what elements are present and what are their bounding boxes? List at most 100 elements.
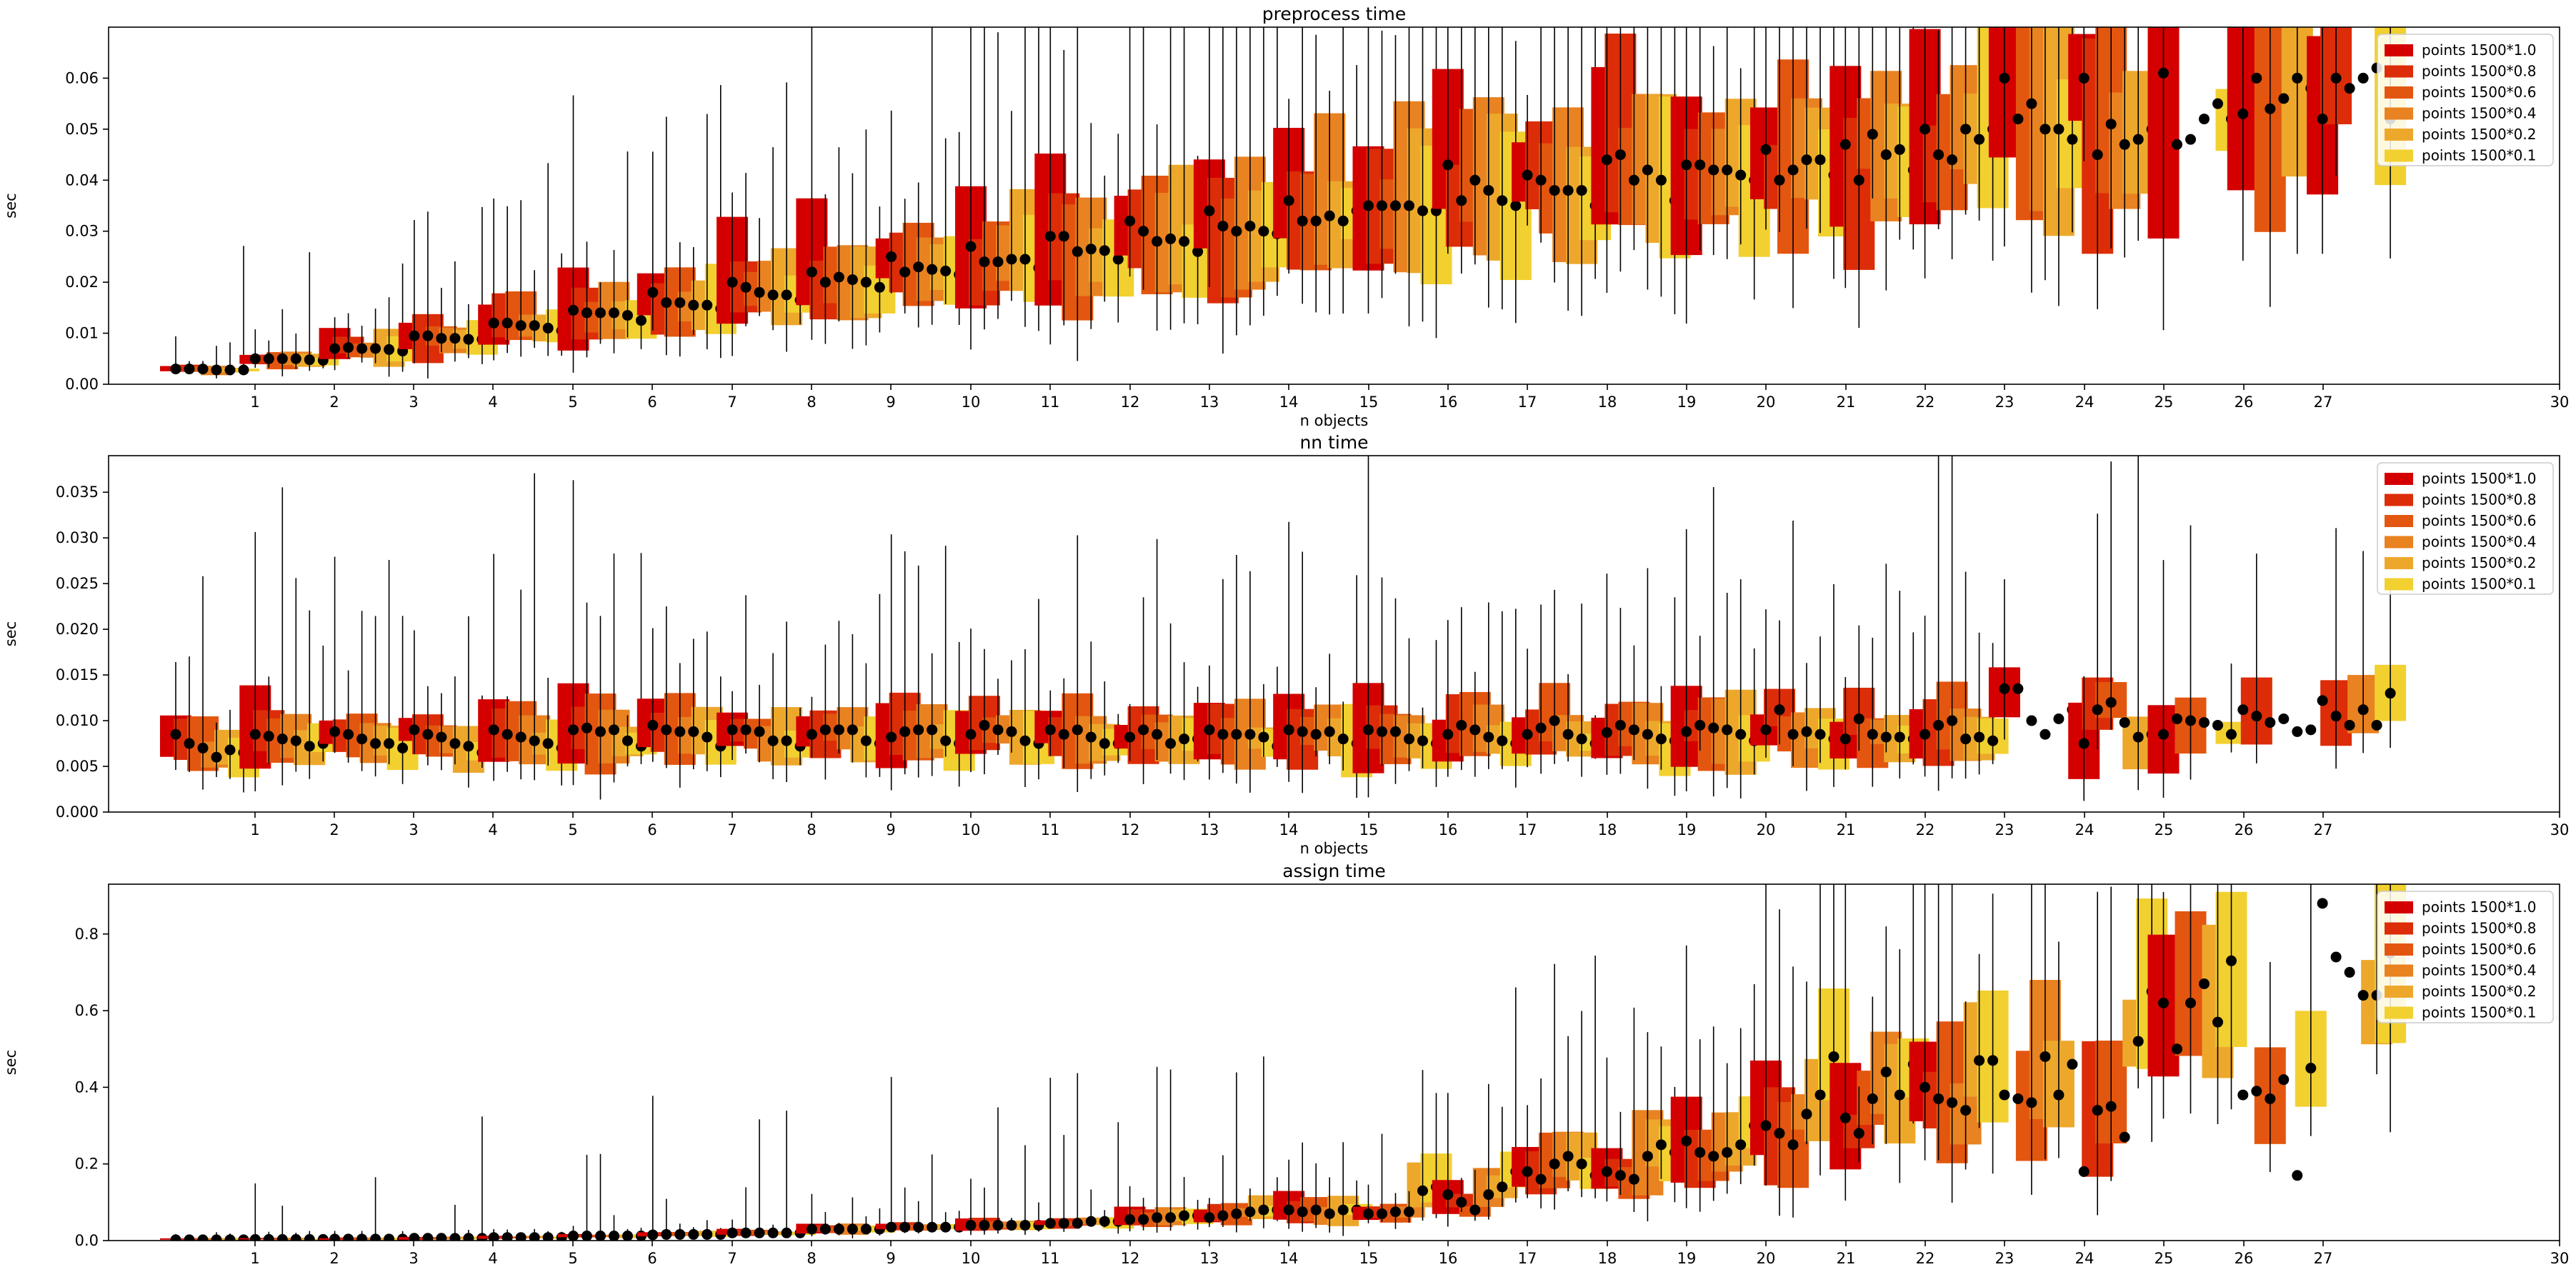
x-tick-label: 14 (1279, 821, 1299, 838)
x-tick-label: 27 (2314, 394, 2333, 411)
x-tick-label: 7 (727, 394, 737, 411)
legend-label: points 1500*0.8 (2422, 63, 2537, 80)
legend-swatch (2385, 86, 2413, 99)
legend: points 1500*1.0 points 1500*0.8 points 150… (2377, 462, 2554, 595)
median-dot (329, 343, 341, 354)
median-dot (1601, 727, 1612, 738)
median-dot (197, 1234, 209, 1241)
legend-swatch (2385, 494, 2413, 506)
median-dot (1522, 1166, 1533, 1177)
median-dot (1165, 1212, 1177, 1223)
median-dot (1601, 1166, 1612, 1177)
median-dot (754, 1227, 765, 1238)
median-dot (1960, 1105, 1972, 1116)
median-dot (1960, 733, 1972, 745)
median-dot (1999, 72, 2010, 84)
median-dot (488, 1232, 499, 1241)
median-dot (356, 733, 368, 745)
median-dot (1735, 169, 1747, 181)
median-dot (636, 315, 647, 326)
median-dot (2040, 124, 2051, 135)
x-tick-label: 14 (1279, 394, 1299, 411)
legend-label: points 1500*0.6 (2422, 84, 2537, 101)
median-dot (2158, 997, 2169, 1008)
median-dot (702, 1228, 713, 1240)
median-dot (2344, 719, 2355, 731)
x-tick-label: 23 (1995, 1250, 2015, 1267)
median-dot (1085, 244, 1097, 255)
median-dot (1974, 731, 1985, 743)
median-dot (781, 735, 792, 746)
median-dot (1522, 169, 1533, 181)
median-dot (409, 330, 420, 341)
median-dot (304, 354, 315, 366)
x-tick-label: 7 (727, 821, 737, 838)
median-dot (1694, 719, 1706, 731)
median-dot (2330, 72, 2342, 84)
median-dot (2212, 1016, 2223, 1028)
x-tick-label: 6 (647, 821, 657, 838)
median-dot (899, 1221, 911, 1233)
median-dot (2265, 103, 2276, 114)
median-dot (860, 1223, 872, 1235)
median-dot (2053, 713, 2065, 724)
median-dot (992, 256, 1004, 268)
legend-swatch (2385, 149, 2413, 162)
median-dot (1549, 715, 1560, 726)
x-tick-label: 12 (1121, 1250, 1140, 1267)
median-dot (370, 343, 381, 354)
median-dot (2172, 139, 2182, 150)
median-dot (1310, 728, 1322, 740)
median-dot (740, 724, 752, 736)
x-tick-label: 22 (1916, 821, 1935, 838)
median-dot (409, 1233, 420, 1241)
median-dot (1987, 1055, 1999, 1066)
median-dot (488, 724, 499, 736)
x-tick-label: 8 (807, 394, 816, 411)
y-tick-label: 0.04 (65, 171, 99, 189)
legend-label: points 1500*0.2 (2422, 983, 2537, 1000)
median-dot (238, 1234, 249, 1241)
median-dot (263, 731, 274, 742)
median-dot (1044, 1218, 1056, 1229)
y-tick-label: 0.03 (65, 223, 99, 240)
median-dot (1138, 1213, 1149, 1225)
median-dot (1258, 226, 1269, 237)
legend-label: points 1500*0.1 (2422, 147, 2537, 164)
median-dot (1469, 174, 1481, 186)
median-dot (515, 1232, 526, 1241)
median-dot (2292, 72, 2303, 84)
legend-label: points 1500*0.1 (2422, 576, 2537, 593)
median-dot (2344, 966, 2355, 978)
median-dot (622, 1231, 633, 1241)
median-dot (2278, 713, 2290, 724)
median-dot (1642, 1151, 1653, 1162)
y-tick-label: 0.02 (65, 274, 99, 291)
legend-swatch (2385, 536, 2413, 549)
x-tick-label: 27 (2314, 821, 2333, 838)
x-tick-label: 5 (568, 1250, 577, 1267)
median-dot (529, 320, 540, 331)
x-tick-label: 27 (2314, 1250, 2333, 1267)
median-dot (529, 1232, 540, 1241)
median-dot (568, 1231, 579, 1241)
median-dot (370, 738, 381, 749)
median-dot (463, 334, 474, 345)
x-tick-label: 24 (2075, 1250, 2095, 1267)
x-tick-label: 15 (1359, 394, 1379, 411)
median-dot (249, 728, 261, 740)
median-dot (595, 726, 606, 737)
median-dot (1974, 134, 1985, 145)
y-axis-label: sec (2, 621, 19, 646)
x-tick-label: 3 (409, 1250, 418, 1267)
y-tick-label: 0.06 (65, 69, 99, 86)
median-dot (913, 1221, 924, 1233)
median-dot (1999, 1089, 2010, 1101)
median-dot (740, 1227, 752, 1238)
median-dot (170, 1234, 181, 1241)
median-dot (979, 1220, 990, 1231)
legend-swatch (2385, 964, 2413, 977)
median-dot (1628, 1173, 1639, 1185)
legend-swatch (2385, 922, 2413, 935)
axes-frame (108, 26, 2560, 385)
